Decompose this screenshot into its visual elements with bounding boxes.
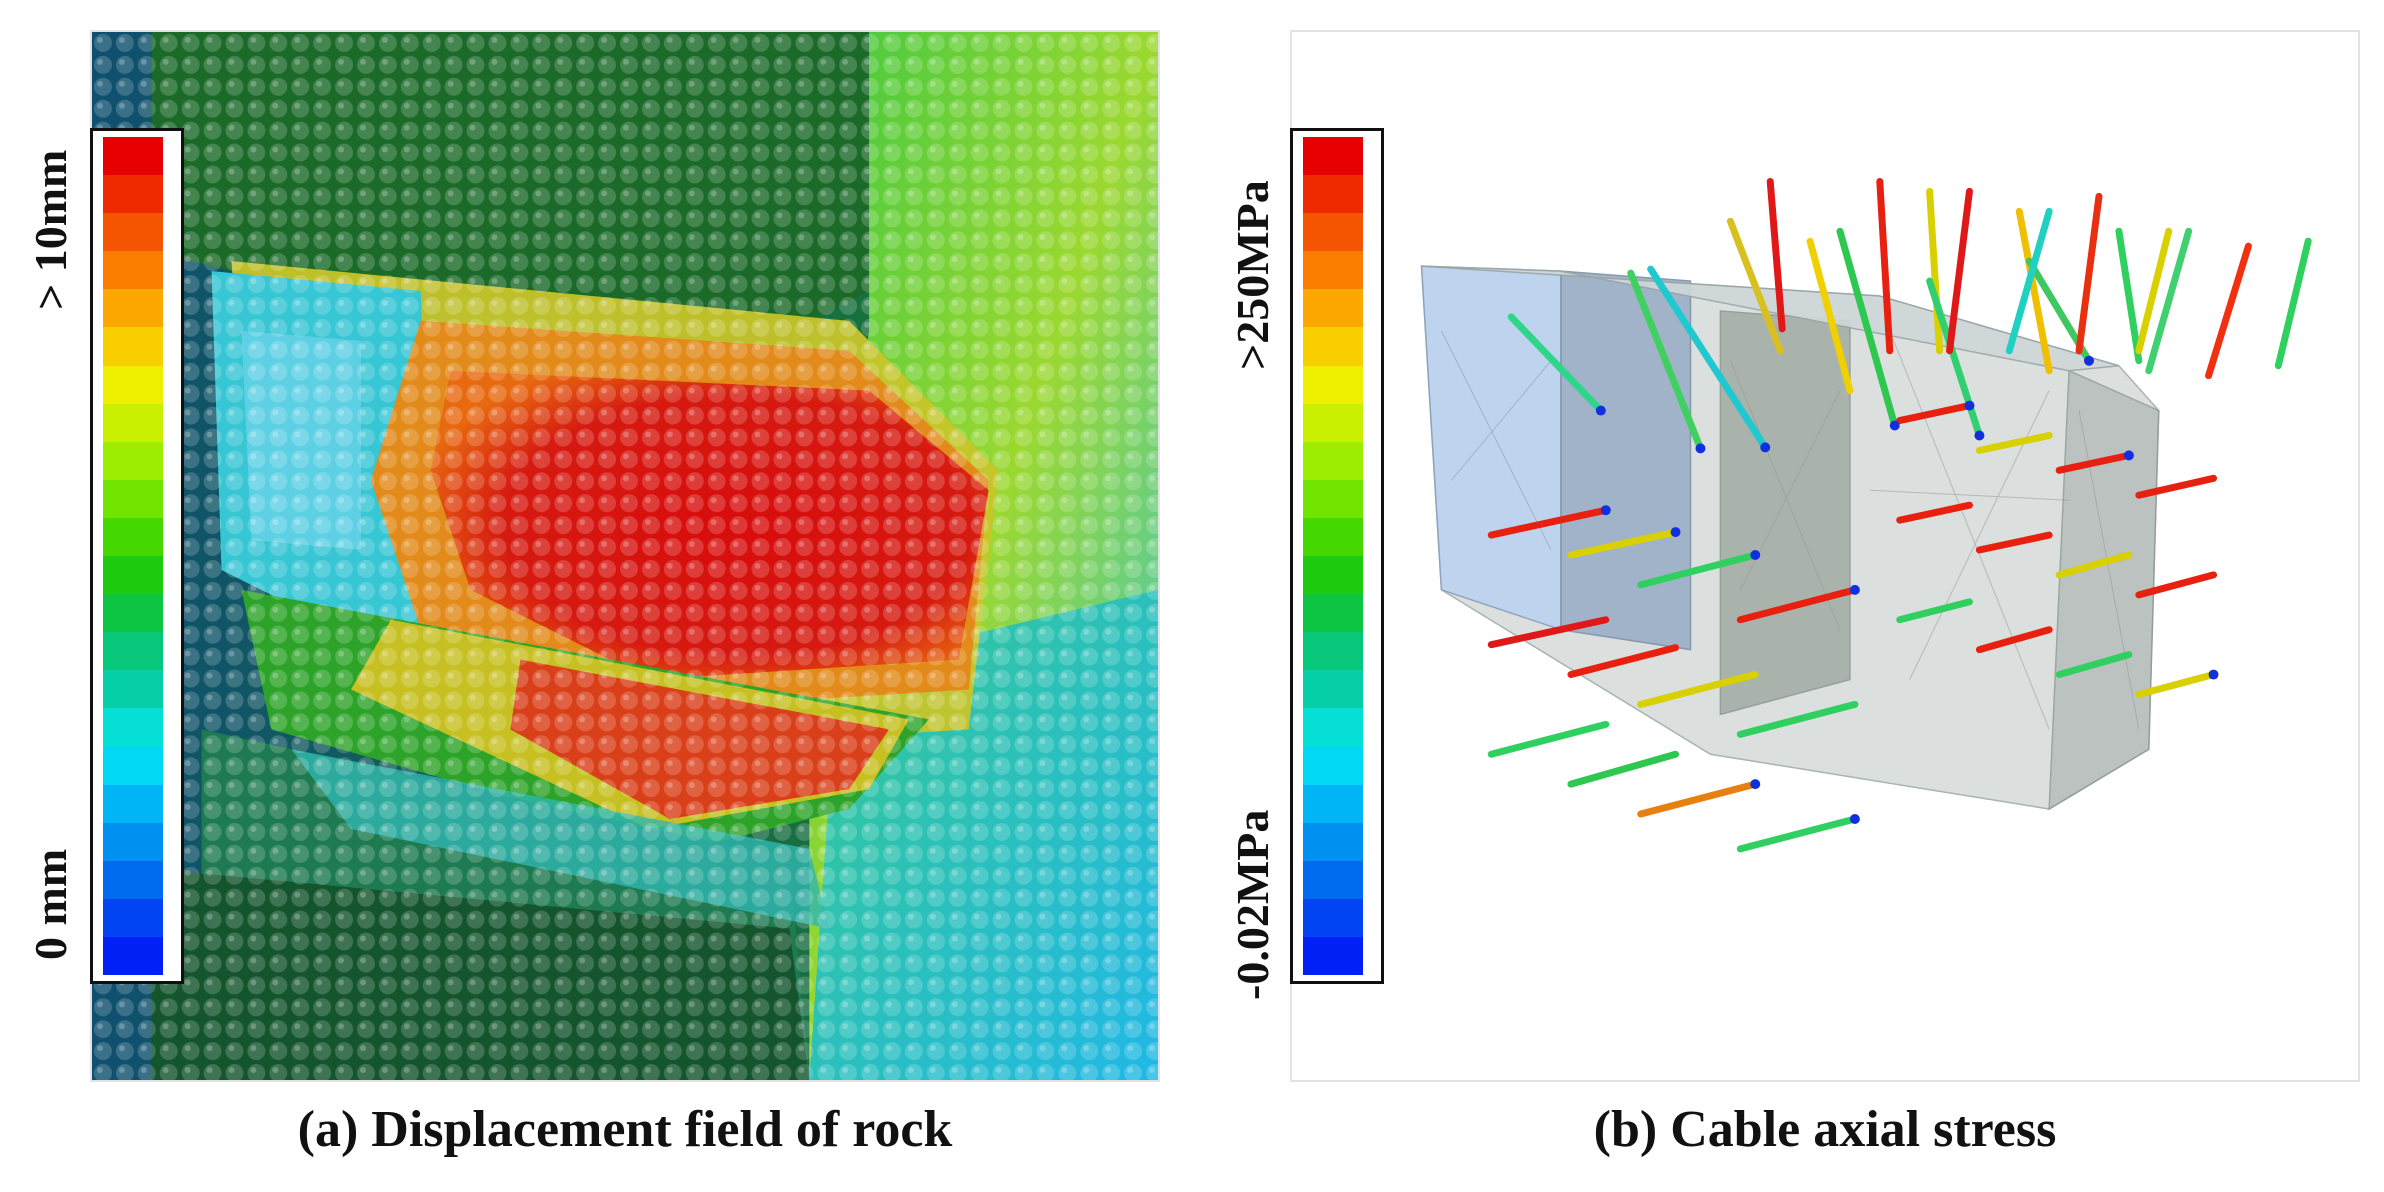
- caption-b: (b) Cable axial stress: [1593, 1101, 2057, 1158]
- displacement-field-panel: [90, 30, 1160, 1082]
- colorbar-swatch: [1303, 517, 1363, 557]
- colorbar-swatch: [1303, 327, 1363, 366]
- colorbar-swatch: [103, 517, 163, 557]
- colorbar-swatch: [103, 289, 163, 328]
- stress-colorbar-gradient: [1303, 137, 1363, 976]
- colorbar-swatch: [103, 746, 163, 785]
- colorbar-max-label: >250MPa: [1227, 180, 1278, 370]
- displacement-colorbar: [90, 128, 184, 984]
- colorbar-swatch: [103, 898, 163, 937]
- colorbar-swatch: [103, 860, 163, 899]
- colorbar-swatch: [1303, 365, 1363, 404]
- colorbar-swatch: [1303, 822, 1363, 861]
- colorbar-swatch: [1303, 746, 1363, 785]
- colorbar-swatch: [1303, 213, 1363, 252]
- colorbar-swatch: [1303, 251, 1363, 290]
- colorbar-swatch: [103, 670, 163, 709]
- colorbar-swatch: [1303, 708, 1363, 747]
- colorbar-swatch: [1303, 479, 1363, 518]
- colorbar-swatch: [103, 784, 163, 823]
- displacement-field-image: [92, 32, 1158, 1080]
- colorbar-swatch: [103, 936, 163, 976]
- colorbar-swatch: [1303, 784, 1363, 823]
- colorbar-swatch: [1303, 441, 1363, 480]
- colorbar-swatch: [1303, 936, 1363, 976]
- colorbar-swatch: [1303, 289, 1363, 328]
- colorbar-swatch: [103, 479, 163, 518]
- colorbar-swatch: [103, 327, 163, 366]
- colorbar-swatch: [103, 213, 163, 252]
- colorbar-max-label: > 10mm: [25, 149, 76, 310]
- colorbar-min-label: 0 mm: [25, 848, 76, 960]
- colorbar-swatch: [103, 822, 163, 861]
- colorbar-swatch: [103, 441, 163, 480]
- cable-stress-image: [1420, 177, 2312, 853]
- colorbar-swatch: [103, 251, 163, 290]
- colorbar-swatch: [1303, 670, 1363, 709]
- colorbar-swatch: [103, 365, 163, 404]
- colorbar-swatch: [103, 403, 163, 442]
- colorbar-swatch: [103, 137, 163, 176]
- cable-stress-panel: [1290, 30, 2360, 1082]
- colorbar-swatch: [1303, 175, 1363, 214]
- colorbar-swatch: [1303, 860, 1363, 899]
- colorbar-swatch: [1303, 556, 1363, 595]
- colorbar-swatch: [103, 632, 163, 671]
- colorbar-swatch: [1303, 898, 1363, 937]
- colorbar-swatch: [1303, 594, 1363, 633]
- colorbar-min-label: -0.02MPa: [1227, 809, 1278, 1000]
- colorbar-swatch: [103, 175, 163, 214]
- colorbar-swatch: [103, 556, 163, 595]
- colorbar-swatch: [1303, 403, 1363, 442]
- colorbar-swatch: [1303, 137, 1363, 176]
- colorbar-swatch: [103, 594, 163, 633]
- caption-a: (a) Displacement field of rock: [297, 1101, 953, 1158]
- colorbar-swatch: [1303, 632, 1363, 671]
- stress-colorbar: [1290, 128, 1384, 984]
- displacement-colorbar-gradient: [103, 137, 163, 976]
- colorbar-swatch: [103, 708, 163, 747]
